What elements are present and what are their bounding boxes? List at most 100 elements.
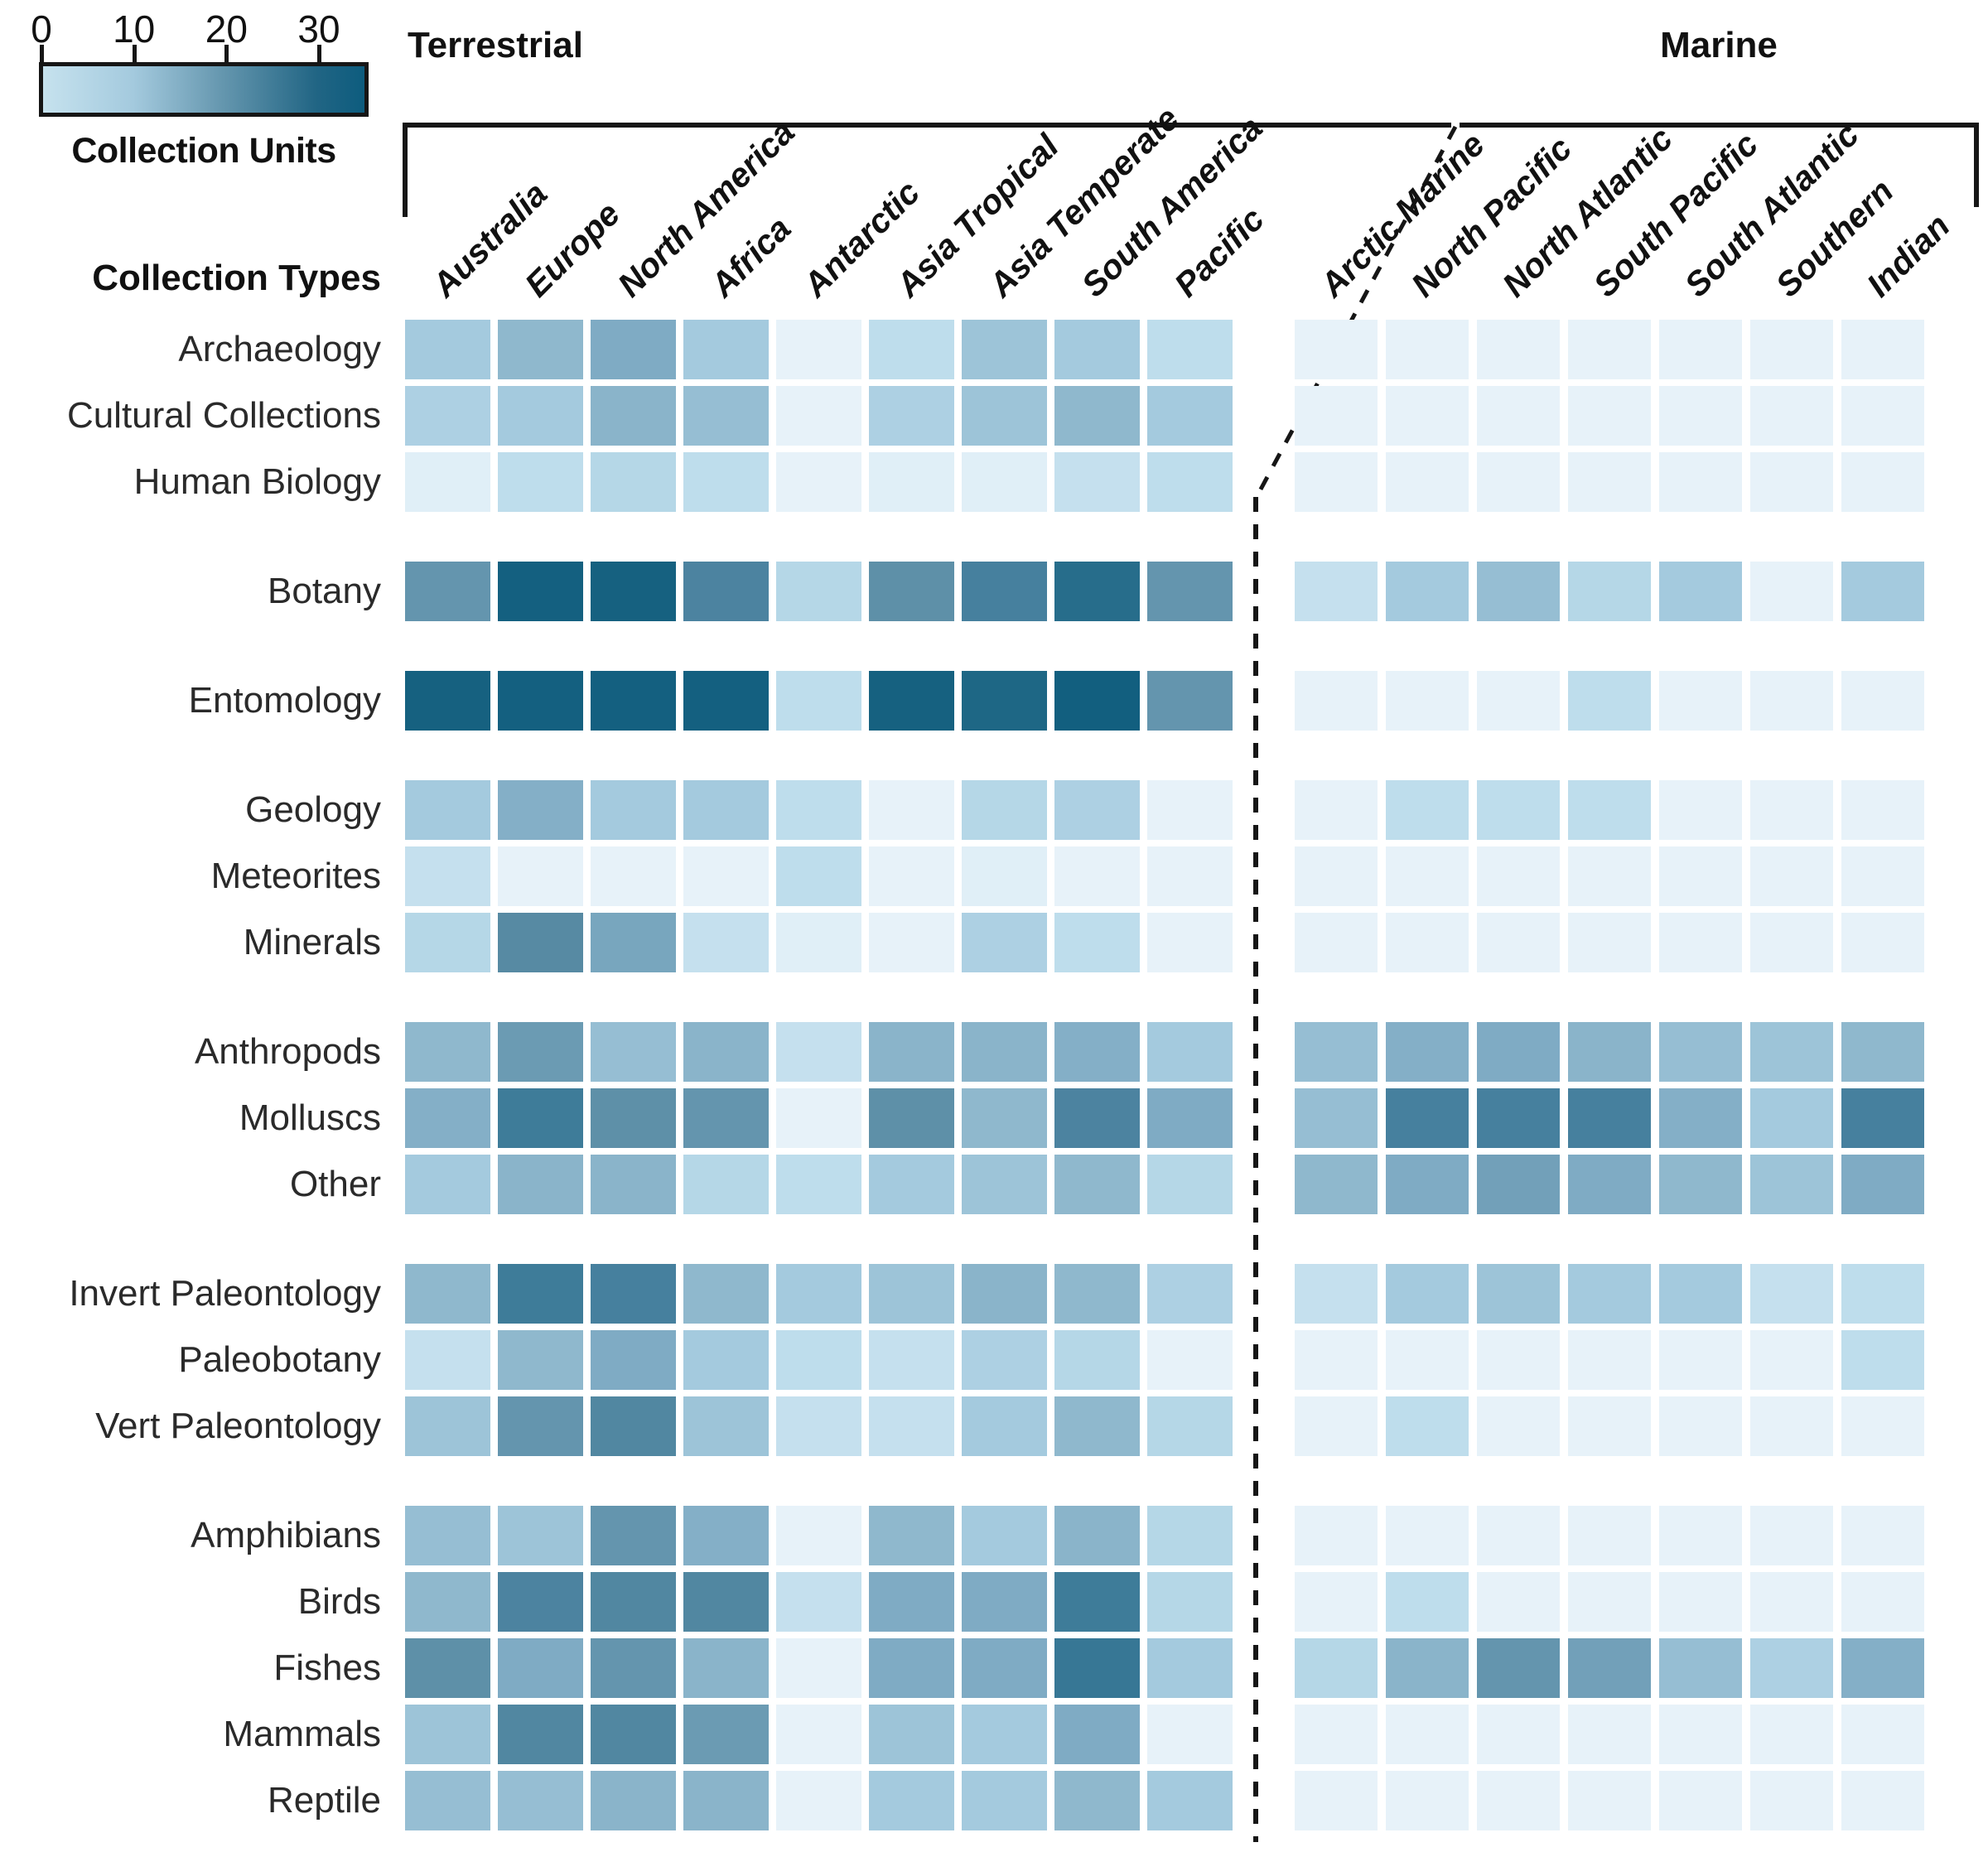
heatmap-cell: [1568, 780, 1651, 840]
heatmap-cell: [1147, 562, 1233, 621]
row-label-mammals: Mammals: [223, 1714, 381, 1754]
heatmap-cell: [1659, 452, 1742, 512]
heatmap-cell: [591, 1155, 676, 1214]
heatmap-cell: [591, 562, 676, 621]
heatmap-cell: [591, 1330, 676, 1390]
heatmap-cell: [591, 780, 676, 840]
row-label-geology: Geology: [245, 789, 381, 830]
heatmap-cell: [1295, 1771, 1378, 1830]
heatmap-cell: [962, 1022, 1047, 1082]
legend-tick-mark: [224, 45, 229, 63]
heatmap-cell: [405, 1264, 490, 1324]
heatmap-cell: [776, 1506, 861, 1565]
heatmap-cell: [405, 1638, 490, 1698]
heatmap-cell: [1841, 562, 1924, 621]
heatmap-cell: [1477, 562, 1560, 621]
heatmap-cell: [405, 1572, 490, 1632]
heatmap-cell: [962, 913, 1047, 972]
heatmap-cell: [591, 1705, 676, 1764]
heatmap-cell: [962, 1088, 1047, 1148]
heatmap-cell: [1659, 1022, 1742, 1082]
heatmap-cell: [1750, 780, 1833, 840]
heatmap-cell: [1477, 1638, 1560, 1698]
heatmap-cell: [1054, 1506, 1140, 1565]
heatmap-cell: [1477, 1022, 1560, 1082]
heatmap-cell: [1750, 1506, 1833, 1565]
heatmap-cell: [1147, 1088, 1233, 1148]
heatmap-cell: [591, 320, 676, 379]
heatmap-cell: [1750, 1396, 1833, 1456]
heatmap-cell: [1386, 913, 1469, 972]
heatmap-cell: [1750, 1572, 1833, 1632]
legend-tick-label: 0: [31, 7, 52, 51]
heatmap-cell: [683, 386, 769, 446]
heatmap-cell: [1147, 1330, 1233, 1390]
heatmap-cell: [1750, 386, 1833, 446]
heatmap-cell: [1568, 1705, 1651, 1764]
heatmap-cell: [776, 1264, 861, 1324]
heatmap-cell: [1568, 1155, 1651, 1214]
heatmap-cell: [962, 671, 1047, 731]
heatmap-cell: [405, 1705, 490, 1764]
heatmap-cell: [1841, 1638, 1924, 1698]
heatmap-cell: [1295, 1572, 1378, 1632]
heatmap-cell: [962, 1572, 1047, 1632]
heatmap-cell: [1750, 1705, 1833, 1764]
heatmap-cell: [962, 1155, 1047, 1214]
heatmap-cell: [1147, 1771, 1233, 1830]
heatmap-cell: [1295, 386, 1378, 446]
heatmap-cell: [1477, 1088, 1560, 1148]
heatmap-cell: [1147, 780, 1233, 840]
heatmap-cell: [869, 780, 954, 840]
heatmap-cell: [1295, 1705, 1378, 1764]
heatmap-cell: [869, 1155, 954, 1214]
heatmap-cell: [405, 780, 490, 840]
heatmap-cell: [683, 1330, 769, 1390]
heatmap-cell: [869, 386, 954, 446]
heatmap-cell: [498, 846, 583, 906]
diagonal-dashed-separator: [1254, 125, 1458, 499]
heatmap-cell: [869, 1264, 954, 1324]
heatmap-cell: [1295, 320, 1378, 379]
heatmap-cell: [1054, 1330, 1140, 1390]
heatmap-cell: [776, 780, 861, 840]
row-label-minerals: Minerals: [243, 922, 381, 962]
heatmap-cell: [1054, 1264, 1140, 1324]
row-axis-title: Collection Types: [92, 258, 381, 298]
heatmap-cell: [1295, 452, 1378, 512]
heatmap-cell: [405, 671, 490, 731]
heatmap-cell: [1386, 320, 1469, 379]
heatmap-cell: [1054, 846, 1140, 906]
heatmap-cell: [869, 320, 954, 379]
heatmap-cell: [1386, 1638, 1469, 1698]
heatmap-cell: [776, 1155, 861, 1214]
heatmap-cell: [1147, 1155, 1233, 1214]
heatmap-cell: [405, 1155, 490, 1214]
heatmap-cell: [869, 562, 954, 621]
heatmap-cell: [683, 1155, 769, 1214]
heatmap-cell: [683, 1771, 769, 1830]
heatmap-cell: [1147, 1022, 1233, 1082]
heatmap-cell: [498, 1330, 583, 1390]
heatmap-cell: [1841, 1155, 1924, 1214]
heatmap-cell: [1568, 1572, 1651, 1632]
heatmap-cell: [1841, 1264, 1924, 1324]
heatmap-cell: [1147, 1506, 1233, 1565]
heatmap-cell: [962, 1396, 1047, 1456]
heatmap-cell: [1295, 562, 1378, 621]
heatmap-cell: [869, 1088, 954, 1148]
heatmap-cell: [1841, 1022, 1924, 1082]
heatmap-cell: [1659, 1506, 1742, 1565]
heatmap-cell: [1054, 780, 1140, 840]
heatmap-cell: [683, 846, 769, 906]
heatmap-cell: [1386, 1705, 1469, 1764]
heatmap-cell: [776, 562, 861, 621]
heatmap-cell: [1477, 1264, 1560, 1324]
heatmap-cell: [405, 386, 490, 446]
heatmap-cell: [1477, 1330, 1560, 1390]
legend-tick-mark: [317, 45, 321, 63]
row-label-botany: Botany: [268, 571, 381, 611]
heatmap-cell: [962, 452, 1047, 512]
heatmap-cell: [1054, 1771, 1140, 1830]
legend-title: Collection Units: [71, 131, 336, 171]
